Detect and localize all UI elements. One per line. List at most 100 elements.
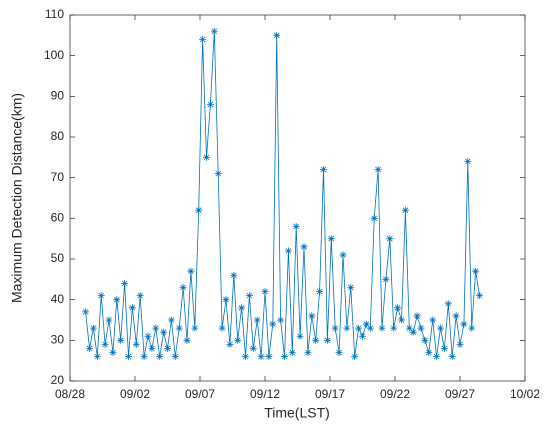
marker <box>140 353 148 361</box>
marker <box>265 353 273 361</box>
marker <box>121 279 129 287</box>
marker <box>394 304 402 312</box>
marker <box>261 288 269 296</box>
marker <box>421 336 429 344</box>
x-tick-label: 08/28 <box>55 387 85 401</box>
marker <box>281 353 288 361</box>
marker <box>304 349 312 357</box>
x-tick-label: 09/22 <box>380 387 410 401</box>
marker <box>125 353 132 361</box>
marker <box>179 283 187 291</box>
plot-box <box>69 14 526 382</box>
marker <box>296 332 304 340</box>
y-tick-label: 50 <box>51 251 65 265</box>
marker <box>292 222 300 230</box>
marker <box>323 336 331 344</box>
marker <box>117 336 125 344</box>
marker <box>253 316 261 324</box>
marker <box>456 340 464 348</box>
marker <box>277 316 285 324</box>
marker <box>343 324 351 332</box>
marker <box>284 247 292 255</box>
marker <box>187 267 195 275</box>
marker <box>370 214 378 222</box>
marker <box>191 324 199 332</box>
marker <box>175 324 183 332</box>
marker <box>288 349 296 357</box>
y-tick-label: 100 <box>44 48 64 62</box>
marker <box>355 324 363 332</box>
marker <box>132 340 140 348</box>
marker <box>320 166 327 174</box>
marker <box>226 340 234 348</box>
marker <box>89 324 97 332</box>
data-line <box>85 31 480 357</box>
marker <box>210 27 218 35</box>
marker <box>109 349 117 357</box>
x-tick-label: 10/02 <box>510 387 540 401</box>
marker <box>148 344 156 352</box>
marker <box>245 292 253 300</box>
marker <box>203 153 210 161</box>
marker <box>214 170 222 178</box>
marker <box>339 251 347 259</box>
marker <box>300 243 308 251</box>
marker <box>425 349 433 357</box>
marker <box>101 340 109 348</box>
marker <box>437 324 444 332</box>
marker <box>234 336 242 344</box>
marker <box>242 353 249 361</box>
marker <box>238 304 246 312</box>
y-tick-label: 60 <box>51 211 65 225</box>
marker <box>218 324 226 332</box>
x-tick-label: 09/07 <box>185 387 215 401</box>
marker <box>374 166 382 174</box>
marker <box>136 292 144 300</box>
marker <box>164 344 171 352</box>
marker <box>398 316 405 324</box>
marker <box>93 353 101 361</box>
x-tick-label: 09/17 <box>315 387 345 401</box>
marker <box>222 296 230 304</box>
marker <box>440 344 448 352</box>
marker <box>160 328 168 336</box>
y-tick-label: 110 <box>45 7 64 21</box>
marker <box>382 275 390 283</box>
marker <box>476 292 483 300</box>
marker <box>171 353 179 361</box>
marker <box>448 353 456 361</box>
marker <box>327 235 335 243</box>
y-axis-label: Maximum Detection Distance(km) <box>9 93 25 303</box>
marker <box>144 332 152 340</box>
marker <box>452 312 460 320</box>
marker <box>433 353 441 361</box>
marker <box>359 332 366 340</box>
marker <box>156 353 164 361</box>
marker <box>347 283 355 291</box>
marker <box>460 320 468 328</box>
marker <box>152 324 160 332</box>
marker <box>183 336 191 344</box>
marker <box>97 292 105 300</box>
marker <box>413 312 421 320</box>
marker <box>335 349 343 357</box>
y-tick-label: 90 <box>51 89 65 103</box>
marker <box>206 100 214 108</box>
x-tick-label: 09/12 <box>250 387 280 401</box>
marker <box>362 320 370 328</box>
marker <box>468 324 476 332</box>
marker <box>464 157 472 165</box>
marker <box>409 328 417 336</box>
marker <box>230 271 238 279</box>
marker <box>405 324 413 332</box>
marker <box>128 304 136 312</box>
y-tick-label: 40 <box>51 292 65 306</box>
marker <box>417 324 425 332</box>
marker <box>316 288 324 296</box>
y-tick-label: 70 <box>51 170 65 184</box>
marker <box>113 296 121 304</box>
y-tick-label: 80 <box>51 129 65 143</box>
marker <box>257 353 265 361</box>
